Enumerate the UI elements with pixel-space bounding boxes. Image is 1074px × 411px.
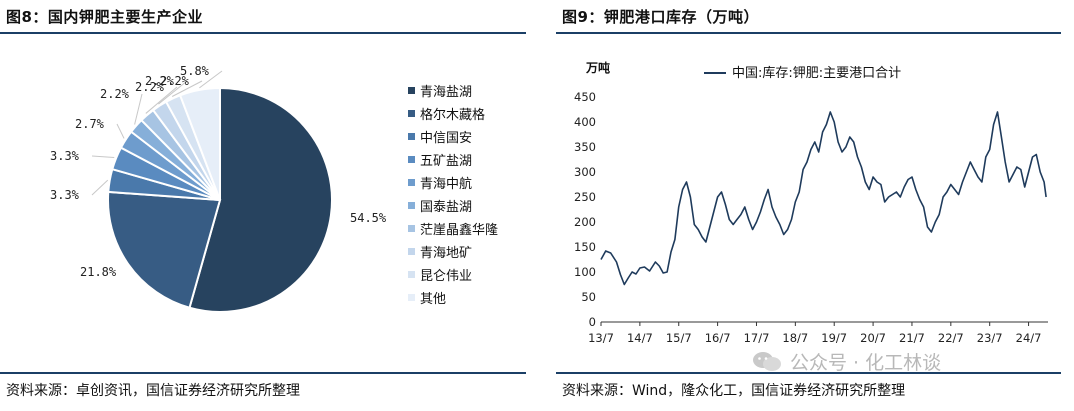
pie-data-label: 5.8% <box>180 64 210 78</box>
pie-data-label: 54.5% <box>350 211 387 225</box>
legend-label: 青海中航 <box>420 176 472 192</box>
legend-label: 昆仑伟业 <box>420 269 472 284</box>
pie-leader-line <box>134 93 143 125</box>
legend-swatch <box>408 179 415 186</box>
pie-slice <box>178 86 221 201</box>
pie-leader-line <box>171 80 203 97</box>
y-tick-label: 450 <box>574 90 596 104</box>
y-tick-label: 350 <box>574 140 596 154</box>
legend-label: 青海地矿 <box>420 246 472 261</box>
y-tick-label: 250 <box>574 190 596 204</box>
pie-data-label: 3.3% <box>50 149 80 163</box>
legend-label: 格尔木藏格 <box>420 107 485 123</box>
legend-label: 五矿盐湖 <box>420 154 472 169</box>
title-underline <box>556 32 1061 34</box>
pie-slice <box>107 190 222 309</box>
legend-label: 国泰盐湖 <box>420 200 472 215</box>
legend-swatch <box>408 110 415 117</box>
pie-source-note: 资料来源：卓创资讯，国信证券经济研究所整理 <box>6 383 300 399</box>
x-tick-label: 23/7 <box>977 331 1003 345</box>
pie-data-label: 2.2% <box>135 80 165 94</box>
line-panel: 图9：钾肥港口库存（万吨） 万吨 中国:库存:钾肥:主要港口合计 0 50 100 150… <box>556 0 1074 411</box>
legend-swatch <box>408 225 415 232</box>
pie-leader-line <box>145 86 178 114</box>
legend-swatch <box>408 133 415 140</box>
legend-swatch <box>408 202 415 209</box>
legend-label: 中信国安 <box>420 131 472 146</box>
x-tick-label: 18/7 <box>782 331 808 345</box>
x-tick-label: 15/7 <box>666 331 692 345</box>
watermark: 公众号 · 化工林谈 <box>752 348 941 375</box>
x-tick-label: 14/7 <box>627 331 653 345</box>
pie-leader-line <box>158 80 188 105</box>
pie-data-label: 3.3% <box>50 188 80 202</box>
source-rule <box>556 372 1061 374</box>
x-tick-label: 13/7 <box>588 331 614 345</box>
y-tick-label: 400 <box>574 115 596 129</box>
legend-swatch <box>408 294 415 301</box>
x-tick-label: 22/7 <box>938 331 964 345</box>
pie-leader-line <box>116 123 125 139</box>
pie-leader-line <box>91 155 115 158</box>
pie-data-label: 21.8% <box>80 265 117 279</box>
legend-label: 中国:库存:钾肥:主要港口合计 <box>732 65 901 81</box>
pie-slice <box>188 86 333 313</box>
y-tick-label: 150 <box>574 240 596 254</box>
pie-data-label: 2.2% <box>145 74 175 88</box>
legend-label: 茫崖晶鑫华隆 <box>420 222 498 238</box>
series-line <box>600 111 1047 286</box>
x-tick-label: 17/7 <box>744 331 770 345</box>
pie-data-label: 2.2% <box>100 87 130 101</box>
x-tick-label: 24/7 <box>1016 331 1042 345</box>
x-tick-label: 20/7 <box>860 331 886 345</box>
pie-data-label: 2.7% <box>75 117 105 131</box>
title-underline <box>0 32 526 34</box>
x-tick-label: 16/7 <box>705 331 731 345</box>
y-tick-label: 100 <box>574 265 596 279</box>
pie-data-label: 2.2% <box>160 74 190 88</box>
pie-chart-title: 图8：国内钾肥主要生产企业 <box>6 8 203 26</box>
watermark-text: 公众号 · 化工林谈 <box>790 352 942 374</box>
pie-panel: 图8：国内钾肥主要生产企业 54.5% 21.8% 3.3% 3.3% 2.7% 2.2%… <box>0 0 530 411</box>
legend-swatch <box>408 87 415 94</box>
line-source-note: 资料来源：Wind，隆众化工，国信证券经济研究所整理 <box>562 383 906 399</box>
legend-label: 其他 <box>420 292 446 307</box>
y-tick-label: 0 <box>589 315 596 329</box>
legend-swatch <box>408 156 415 163</box>
legend-label: 青海盐湖 <box>420 85 472 100</box>
wechat-icon <box>752 351 782 373</box>
pie-leader-line <box>199 70 223 89</box>
pie-leader-line <box>91 179 109 196</box>
y-tick-label: 300 <box>574 165 596 179</box>
source-rule <box>0 372 526 374</box>
line-chart-title: 图9：钾肥港口库存（万吨） <box>562 8 759 26</box>
line-chart: 万吨 中国:库存:钾肥:主要港口合计 0 50 100 150 200 250 300 350 40… <box>574 60 1048 345</box>
x-tick-label: 19/7 <box>821 331 847 345</box>
legend-swatch <box>408 271 415 278</box>
legend-swatch <box>408 248 415 255</box>
y-tick-label: 200 <box>574 215 596 229</box>
y-tick-label: 50 <box>581 290 596 304</box>
pie-chart: 54.5%21.8%3.3%3.3%2.7%2.2% 2.2%2.2%2.2%5.… <box>50 64 498 313</box>
y-axis-unit-label: 万吨 <box>585 60 610 75</box>
x-tick-label: 21/7 <box>899 331 925 345</box>
